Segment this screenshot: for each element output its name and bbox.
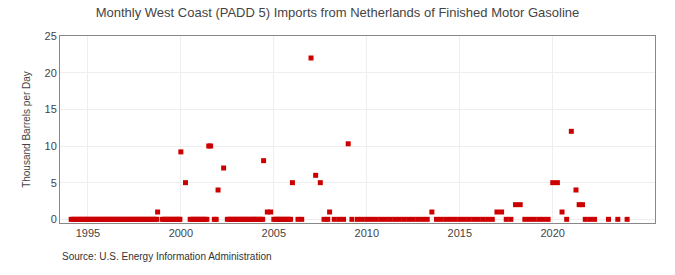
svg-text:5: 5 <box>51 177 57 189</box>
svg-text:2000: 2000 <box>169 227 193 239</box>
svg-text:Source: U.S. Energy Informatio: Source: U.S. Energy Information Administ… <box>62 251 272 262</box>
svg-text:Thousand Barrels per Day: Thousand Barrels per Day <box>21 71 32 188</box>
svg-text:20: 20 <box>45 67 57 79</box>
svg-text:2015: 2015 <box>448 227 472 239</box>
svg-text:2010: 2010 <box>355 227 379 239</box>
svg-text:15: 15 <box>45 103 57 115</box>
svg-text:2020: 2020 <box>540 227 564 239</box>
svg-text:1995: 1995 <box>76 227 100 239</box>
svg-text:10: 10 <box>45 140 57 152</box>
svg-text:Monthly West Coast (PADD 5) Im: Monthly West Coast (PADD 5) Imports from… <box>96 5 580 20</box>
svg-text:0: 0 <box>51 213 57 225</box>
svg-text:2005: 2005 <box>262 227 286 239</box>
svg-text:25: 25 <box>45 30 57 42</box>
